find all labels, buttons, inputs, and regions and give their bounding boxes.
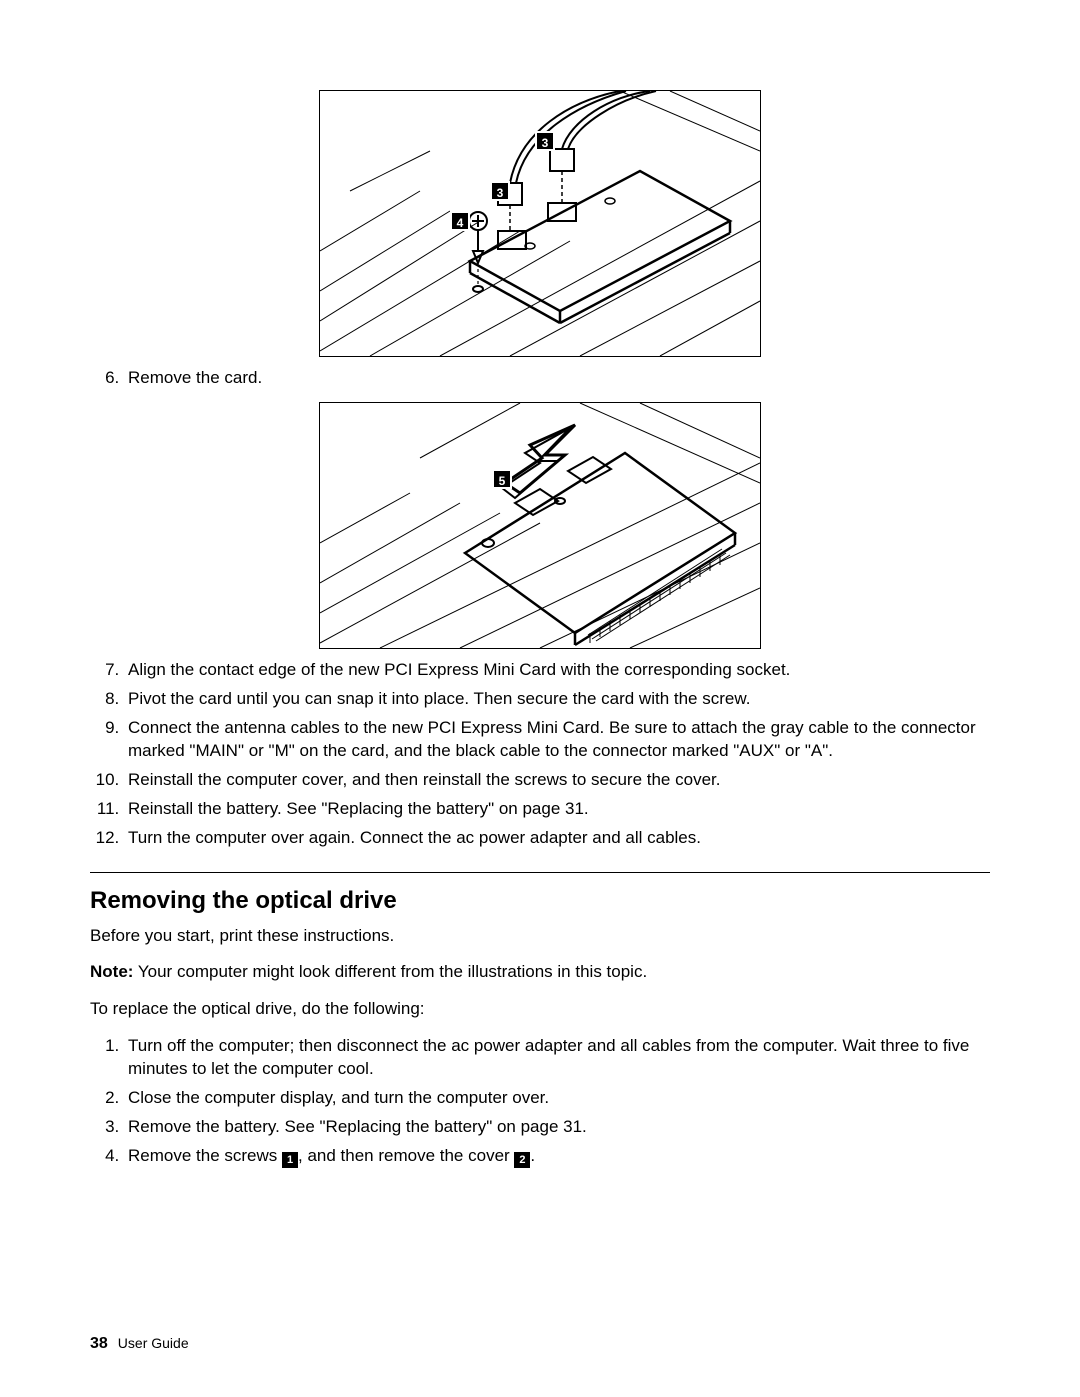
step-b2: Close the computer display, and turn the… (124, 1087, 990, 1110)
step-b4-mid: , and then remove the cover (298, 1146, 514, 1165)
intro-paragraph-3: To replace the optical drive, do the fol… (90, 998, 990, 1021)
step-b4: Remove the screws 1, and then remove the… (124, 1145, 990, 1168)
figure-2-svg (320, 403, 760, 648)
step-10: Reinstall the computer cover, and then r… (124, 769, 990, 792)
steps-list-a-part2: Align the contact edge of the new PCI Ex… (90, 659, 990, 850)
user-guide-page: 3 3 4 Remove the card. (0, 0, 1080, 1397)
figure-pci-card-screw: 3 3 4 (319, 90, 761, 357)
step-b4-pre: Remove the screws (128, 1146, 282, 1165)
inline-callout-1: 1 (282, 1152, 298, 1168)
step-12: Turn the computer over again. Connect th… (124, 827, 990, 850)
steps-list-b: Turn off the computer; then disconnect t… (90, 1035, 990, 1168)
note-text: Your computer might look different from … (133, 962, 647, 981)
note-paragraph: Note: Your computer might look different… (90, 961, 990, 984)
callout-3b: 3 (490, 181, 510, 201)
page-number: 38 (90, 1335, 108, 1352)
steps-list-a-part1: Remove the card. (90, 367, 990, 390)
doc-title: User Guide (118, 1335, 189, 1351)
step-11: Reinstall the battery. See "Replacing th… (124, 798, 990, 821)
callout-4: 4 (450, 211, 470, 231)
callout-3a: 3 (535, 131, 555, 151)
step-6: Remove the card. (124, 367, 990, 390)
step-9: Connect the antenna cables to the new PC… (124, 717, 990, 763)
step-7: Align the contact edge of the new PCI Ex… (124, 659, 990, 682)
step-b4-post: . (530, 1146, 535, 1165)
inline-callout-2: 2 (514, 1152, 530, 1168)
section-divider (90, 872, 990, 873)
step-b3: Remove the battery. See "Replacing the b… (124, 1116, 990, 1139)
callout-5: 5 (492, 469, 512, 489)
figure-remove-card: 5 (319, 402, 761, 649)
section-heading-optical-drive: Removing the optical drive (90, 887, 990, 915)
step-8: Pivot the card until you can snap it int… (124, 688, 990, 711)
step-b1: Turn off the computer; then disconnect t… (124, 1035, 990, 1081)
intro-paragraph-1: Before you start, print these instructio… (90, 925, 990, 948)
page-footer: 38 User Guide (90, 1335, 189, 1353)
note-label: Note: (90, 962, 133, 981)
